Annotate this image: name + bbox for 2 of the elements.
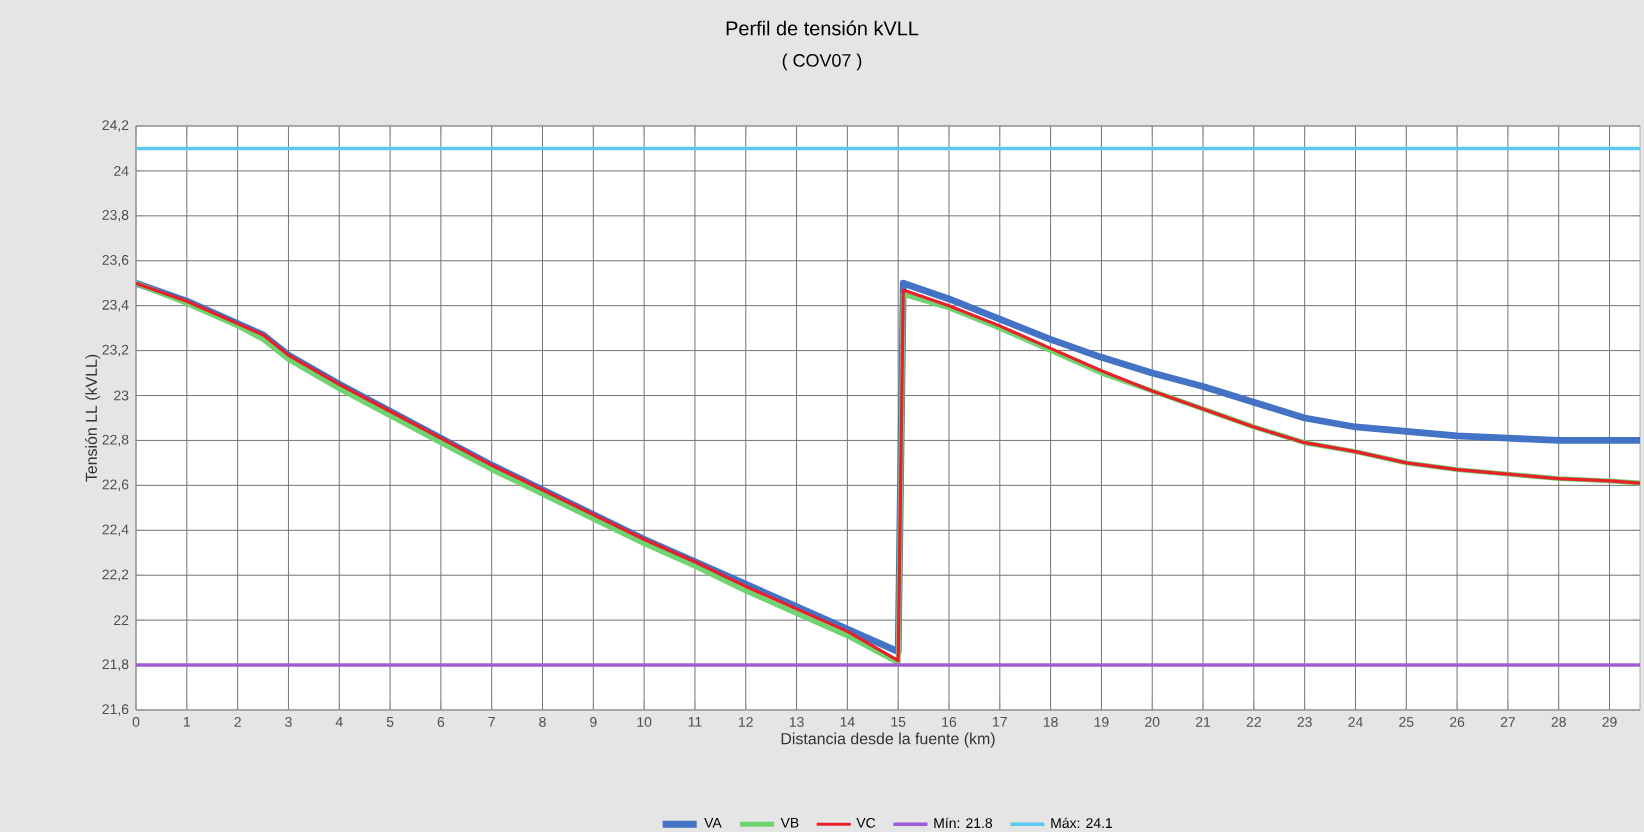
chart-subtitle: ( COV07 )	[782, 53, 862, 70]
chart-title: Perfil de tensión kVLL	[726, 20, 919, 35]
